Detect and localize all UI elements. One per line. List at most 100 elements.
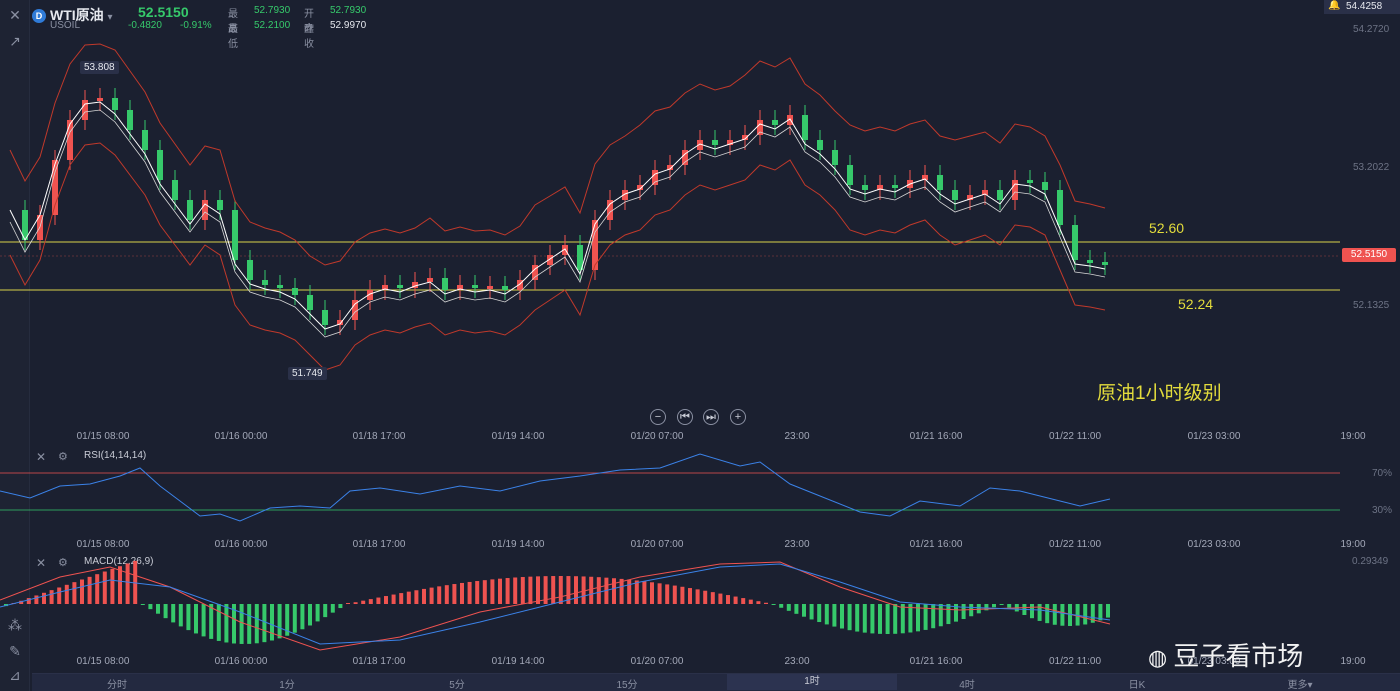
time-label: 01/21 16:00 [909,539,963,550]
draw-line-icon[interactable]: ↗ [9,33,21,49]
macd-bar [277,604,282,639]
candle [502,286,508,290]
candle [667,165,673,170]
low-label: 最低 [228,24,238,50]
macd-bar [756,601,761,604]
candle [232,210,238,260]
candle [1057,190,1063,225]
macd-bar [551,576,556,604]
symbol-name: WTI原油 [50,7,104,23]
tab-7[interactable]: 更多▾ [1287,680,1313,691]
open-value: 52.7930 [330,5,367,16]
macd-bar [680,586,685,604]
macd-bar [475,581,480,604]
macd-chart [0,560,1111,651]
macd-bar [338,604,343,609]
top-price-box: 🔔 54.4258 [1324,0,1400,14]
tab-1[interactable]: 1分 [279,680,295,691]
top-price: 54.4258 [1346,1,1383,12]
macd-bar [536,576,540,604]
candle [67,120,73,160]
macd-dif-line [0,561,1111,651]
time-label: 01/19 14:00 [491,431,545,442]
candle [937,175,943,190]
macd-bar [642,581,647,604]
candle [337,320,343,325]
macd-bar [718,593,723,604]
prev-close-label: 昨收 [304,24,314,50]
macd-bar [855,604,860,632]
candle [622,190,628,200]
macd-bar [323,604,328,618]
macd-bar [589,576,594,604]
candle [757,120,763,135]
settings-rsi-icon[interactable]: ⚙ [58,451,68,463]
measure-icon[interactable]: ⊿ [9,667,21,683]
indicator-icon[interactable]: ⁂ [8,617,22,633]
high-label: 最高 [228,9,238,35]
candle [652,170,658,185]
chevron-down-icon: ▾ [107,12,113,23]
time-label: 01/20 07:00 [630,656,684,667]
candle [817,140,823,150]
macd-bar [118,566,122,604]
tab-0[interactable]: 分时 [107,680,127,691]
macd-bar [688,588,692,604]
time-label: 01/23 03:00 [1187,656,1241,667]
zoom-out-button[interactable]: − [650,409,666,425]
macd-bar [414,590,419,604]
candle [532,265,538,280]
macd-bar [634,580,639,604]
candle [1087,260,1093,263]
candle [832,150,838,165]
scroll-right-button[interactable]: ⏭ [703,409,719,425]
macd-bar [878,604,882,634]
macd-bar [232,604,236,644]
candle [382,285,388,290]
close-rsi-icon[interactable]: ✕ [36,450,47,464]
tab-2[interactable]: 5分 [449,680,465,691]
time-label: 01/15 08:00 [76,656,130,667]
candle [412,282,418,288]
macd-bar [216,604,221,641]
time-label: 01/19 14:00 [491,656,545,667]
candle [127,110,133,130]
time-label: 01/19 14:00 [491,539,545,550]
macd-bar [391,594,396,604]
candlestick-chart[interactable] [0,0,1340,430]
macd-bar [984,604,989,611]
macd-bar [285,604,290,636]
candle [952,190,958,200]
pencil-icon[interactable]: ✎ [9,643,21,659]
candle [772,120,778,125]
candle [877,185,883,190]
settings-macd-icon[interactable]: ⚙ [58,557,68,569]
close-icon[interactable]: ✕ [9,7,21,23]
time-label: 01/16 00:00 [214,539,268,550]
close-macd-icon[interactable]: ✕ [36,556,47,570]
candle [52,160,58,215]
tab-6[interactable]: 日K [1128,680,1146,691]
macd-bar [57,587,62,604]
symbol-selector[interactable]: D WTI原油 ▾ [32,5,113,25]
tab-3[interactable]: 15分 [616,680,638,691]
zoom-in-button[interactable]: + [730,409,746,425]
macd-bar [1060,604,1065,626]
macd-bar [452,584,457,604]
macd-bar [171,604,176,623]
symbol-code: USOIL [50,20,81,31]
macd-bar [1045,604,1050,624]
candle [1042,182,1048,190]
macd-bar [703,590,708,604]
macd-bar [931,604,936,629]
candle [472,285,478,288]
macd-bar [300,604,305,630]
tab-4[interactable]: 1时 [727,674,897,690]
macd-bar [908,604,913,633]
bell-icon[interactable]: 🔔 [1328,0,1341,11]
macd-bar [566,576,571,604]
tab-5[interactable]: 4时 [959,680,975,691]
macd-bar [110,568,115,604]
macd-bar [1090,604,1095,623]
scroll-left-button[interactable]: ⏮ [677,409,693,425]
